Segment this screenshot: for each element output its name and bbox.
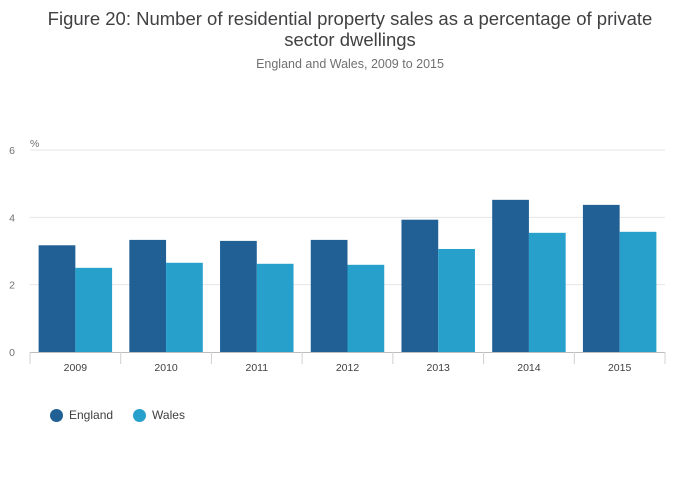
legend: England Wales (50, 408, 185, 422)
y-tick-label: 4 (9, 212, 15, 224)
legend-item-england[interactable]: England (50, 408, 113, 422)
x-tick-label: 2010 (154, 362, 178, 374)
y-axis: 0 2 4 6% (9, 138, 39, 359)
x-tick-label: 2014 (517, 362, 541, 374)
legend-swatch-wales (133, 408, 147, 422)
bar-wales-2011 (256, 263, 294, 352)
legend-swatch-england (50, 408, 63, 422)
y-tick-label: 2 (9, 280, 15, 292)
chart-subtitle: England and Wales, 2009 to 2015 (256, 57, 444, 71)
y-tick-label: 0 (9, 347, 15, 359)
legend-item-wales[interactable]: Wales (133, 408, 185, 422)
x-tick-label: 2011 (245, 362, 268, 374)
y-axis-unit-label: % (30, 138, 39, 150)
chart-title: Figure 20: Number of residential propert… (47, 8, 653, 50)
legend-label-england: England (69, 408, 114, 422)
bar-england-2011 (220, 240, 257, 352)
y-tick-label: 6 (9, 145, 15, 157)
x-tick-label: 2015 (608, 362, 632, 374)
bar-england-2013 (401, 219, 439, 352)
bar-wales-2014 (528, 232, 566, 352)
x-tick-label: 2012 (336, 362, 360, 374)
legend-label-wales: Wales (152, 408, 185, 422)
bar-wales-2009 (75, 267, 113, 352)
bar-wales-2010 (166, 262, 203, 352)
bar-wales-2013 (438, 248, 475, 352)
bar-wales-2015 (619, 231, 657, 352)
x-tick-label: 2013 (427, 362, 451, 374)
bar-england-2012 (310, 239, 348, 352)
bar-england-2009 (38, 245, 76, 352)
bar-england-2014 (492, 199, 529, 352)
x-tick-label: 2009 (64, 362, 88, 374)
x-axis: 2009 2010 2011 2012 2013 2014 2015 (29, 352, 666, 374)
bar-england-2015 (582, 204, 620, 352)
bar-wales-2012 (347, 264, 385, 352)
bar-england-2010 (129, 239, 167, 352)
bars (38, 199, 657, 352)
